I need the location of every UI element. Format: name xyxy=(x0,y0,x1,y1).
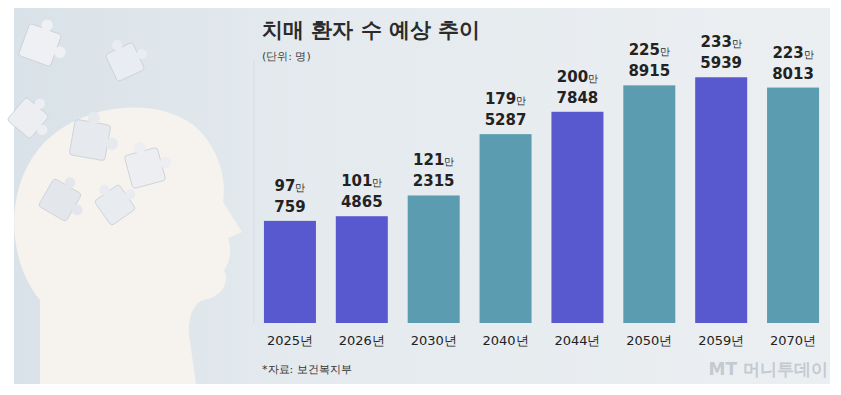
x-tick-label: 2026년 xyxy=(339,333,385,348)
label-unit: 만 xyxy=(660,46,670,57)
data-label: 233만 5939 xyxy=(700,33,742,72)
bar xyxy=(767,88,819,323)
label-number: 225 xyxy=(629,41,660,59)
watermark: MT 머니투데이 xyxy=(709,359,828,379)
label-unit: 만 xyxy=(516,95,526,106)
puzzle-piece xyxy=(122,135,176,189)
bar xyxy=(408,195,460,323)
label-unit: 만 xyxy=(372,177,382,188)
label-number: 121 xyxy=(413,151,444,169)
puzzle-body xyxy=(7,97,49,139)
label-rest: 759 xyxy=(274,198,305,216)
bars xyxy=(264,77,819,323)
puzzle-piece xyxy=(38,170,94,226)
label-number: 97 xyxy=(275,177,296,195)
page-bg xyxy=(0,0,841,395)
label-number: 200 xyxy=(557,68,588,86)
panel-bg xyxy=(14,8,830,384)
puzzle-piece xyxy=(7,90,62,145)
puzzle-piece xyxy=(101,31,152,82)
label-number: 223 xyxy=(772,44,803,62)
label-rest: 5287 xyxy=(485,111,527,129)
puzzle-knob xyxy=(52,45,67,60)
puzzle-piece xyxy=(89,172,143,226)
label-rest: 2315 xyxy=(413,172,455,190)
puzzle-piece xyxy=(18,14,74,70)
label-rest: 8013 xyxy=(772,65,814,83)
x-tick-label: 2044년 xyxy=(554,333,600,348)
puzzle-knob xyxy=(35,123,49,137)
puzzle-body xyxy=(18,23,62,67)
puzzle-knob xyxy=(97,183,111,197)
puzzle-knob xyxy=(105,137,119,151)
label-unit: 만 xyxy=(588,73,598,84)
label-rest: 8915 xyxy=(628,62,670,80)
puzzle-knob xyxy=(33,97,47,111)
puzzle-knob xyxy=(110,38,124,52)
data-label: 121만 2315 xyxy=(413,151,455,190)
puzzle-body xyxy=(38,178,82,222)
data-label: 97만 759 xyxy=(274,177,305,216)
label-rest: 7848 xyxy=(557,89,599,107)
data-label: 225만 8915 xyxy=(628,41,670,80)
puzzle-knob xyxy=(40,18,55,33)
puzzle-piece xyxy=(69,109,123,163)
labels: 97만759101만4865121만2315179만5287200만784822… xyxy=(274,33,814,216)
chart-root: 치매 환자 수 예상 추이(단위: 명)97만759101만4865121만23… xyxy=(0,0,841,395)
subtitle: (단위: 명) xyxy=(262,50,311,63)
label-unit: 만 xyxy=(295,182,305,193)
puzzle-knob xyxy=(123,187,137,201)
bar xyxy=(336,216,388,323)
label-unit: 만 xyxy=(732,38,742,49)
label-rest: 4865 xyxy=(341,193,383,211)
x-tick-label: 2059년 xyxy=(698,333,744,348)
data-label: 101만 4865 xyxy=(341,172,383,211)
puzzle-knob xyxy=(158,155,172,169)
chart-svg: 치매 환자 수 예상 추이(단위: 명)97만759101만4865121만23… xyxy=(0,0,841,395)
puzzle-knob xyxy=(135,47,149,61)
label-unit: 만 xyxy=(804,49,814,60)
bar xyxy=(695,77,747,323)
puzzle-body xyxy=(69,119,111,161)
data-label: 223만 8013 xyxy=(772,44,814,83)
data-label: 179만 5287 xyxy=(485,90,527,129)
bar xyxy=(264,221,316,323)
x-tick-label: 2030년 xyxy=(411,333,457,348)
puzzle-knob xyxy=(87,111,101,125)
x-tick-label: 2040년 xyxy=(483,333,529,348)
puzzle-body xyxy=(105,42,145,82)
head-silhouette xyxy=(14,107,242,384)
source: *자료: 보건복지부 xyxy=(262,363,352,376)
puzzle-knob xyxy=(70,202,85,217)
puzzle-body xyxy=(124,147,166,189)
bar xyxy=(623,85,675,323)
bar xyxy=(551,112,603,323)
label-rest: 5939 xyxy=(700,54,742,72)
puzzle-knob xyxy=(132,141,146,155)
label-number: 101 xyxy=(341,172,372,190)
x-tick-label: 2050년 xyxy=(626,333,672,348)
puzzle-knob xyxy=(62,175,77,190)
data-label: 200만 7848 xyxy=(557,68,599,107)
label-number: 179 xyxy=(485,90,516,108)
label-unit: 만 xyxy=(444,156,454,167)
label-number: 233 xyxy=(701,33,732,51)
x-tick-label: 2025년 xyxy=(267,333,313,348)
x-tick-label: 2070년 xyxy=(770,333,816,348)
y-axis-line xyxy=(254,60,255,323)
bar xyxy=(480,134,532,323)
title: 치매 환자 수 예상 추이 xyxy=(262,18,480,42)
illustration xyxy=(7,14,242,384)
